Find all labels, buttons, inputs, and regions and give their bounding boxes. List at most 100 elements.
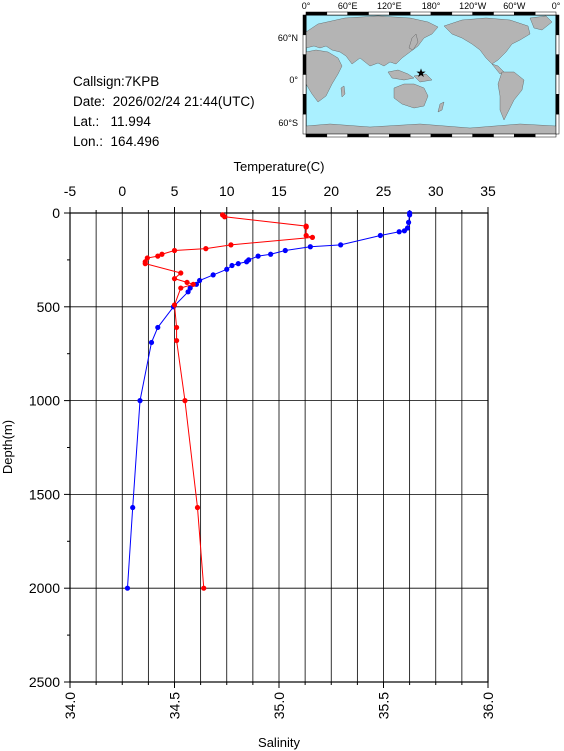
date-line: Date: 2026/02/24 21:44(UTC) xyxy=(73,92,255,112)
station-marker-icon: ★ xyxy=(416,66,427,80)
salinity-data-point xyxy=(178,285,184,291)
salinity-data-point xyxy=(142,261,148,267)
map-frame xyxy=(302,11,560,138)
salinity-data-point xyxy=(303,232,309,239)
temperature-data-point xyxy=(229,262,235,269)
temperature-data-point xyxy=(377,232,383,239)
temperature-tick-label: 35 xyxy=(480,183,496,199)
lat-line: Lat.: 11.994 xyxy=(73,112,255,132)
date-value: 2026/02/24 21:44(UTC) xyxy=(112,94,255,109)
temperature-tick-label: 5 xyxy=(171,183,179,199)
salinity-tick-label: 36.0 xyxy=(480,692,496,719)
salinity-data-point xyxy=(173,337,180,344)
lat-value: 11.994 xyxy=(110,114,151,129)
salinity-data-point xyxy=(155,253,161,259)
map-lon-label: 0° xyxy=(552,1,561,11)
temperature-tick-label: 30 xyxy=(428,183,444,199)
salinity-data-point xyxy=(171,247,178,254)
temperature-tick-label: 15 xyxy=(271,183,287,199)
map-frame-segment xyxy=(555,113,560,135)
temperature-tick-label: -5 xyxy=(64,183,77,199)
map-lat-label: 0° xyxy=(289,75,298,85)
temperature-data-point xyxy=(210,272,216,278)
map-labels: 0° 60°E 120°E 180° 120°W 60°W 0° 60°N 0° 60°S xyxy=(278,1,561,128)
data-series xyxy=(124,210,413,591)
depth-tick-label: 2000 xyxy=(29,580,60,596)
map-frame-segment xyxy=(302,113,307,135)
salinity-data-point xyxy=(309,234,316,240)
salinity-data-point xyxy=(203,246,209,252)
map-lat-label: 60°N xyxy=(278,33,298,43)
temperature-data-point xyxy=(255,253,261,259)
salinity-tick-label: 34.0 xyxy=(62,692,78,719)
depth-tick-label: 0 xyxy=(52,205,60,221)
map-lon-label: 60°E xyxy=(338,1,358,11)
temperature-tick-label: 10 xyxy=(219,183,235,199)
lon-line: Lon.: 164.496 xyxy=(73,132,255,152)
map-land xyxy=(305,15,557,135)
lon-value: 164.496 xyxy=(110,134,160,149)
temperature-data-point xyxy=(401,228,407,234)
land-japan xyxy=(408,33,419,51)
temperature-data-point xyxy=(155,324,161,331)
temperature-data-point xyxy=(124,585,131,591)
temperature-data-point xyxy=(307,244,313,250)
temperature-tick-label: 20 xyxy=(323,183,339,199)
land-madagascar xyxy=(340,85,346,98)
temperature-data-point xyxy=(407,212,413,218)
temperature-data-point xyxy=(196,277,203,284)
map-frame-segment xyxy=(534,11,557,16)
depth-tick-label: 500 xyxy=(37,299,61,315)
temperature-data-point xyxy=(224,266,230,272)
salinity-data-point xyxy=(201,585,207,591)
salinity-tick-label: 35.0 xyxy=(271,692,287,719)
salinity-data-point xyxy=(222,214,228,220)
temperature-data-point xyxy=(244,259,250,265)
map-lon-label: 0° xyxy=(302,1,311,11)
temperature-profile-line xyxy=(126,213,411,589)
salinity-data-point xyxy=(159,251,165,257)
salinity-data-point xyxy=(173,324,180,331)
land-eurasia xyxy=(305,15,439,67)
date-label: Date: xyxy=(73,94,106,109)
temperature-data-point xyxy=(282,247,288,254)
temperature-data-point xyxy=(338,242,344,248)
depth-axis-label: Depth(m) xyxy=(0,420,15,474)
land-new-zealand xyxy=(437,101,445,113)
salinity-data-point xyxy=(171,302,178,308)
temperature-data-point xyxy=(137,398,143,404)
temperature-axis-label: Temperature(C) xyxy=(233,159,324,174)
map-lon-label: 180° xyxy=(422,1,441,11)
temperature-data-point xyxy=(405,219,412,225)
salinity-data-point xyxy=(190,281,196,287)
salinity-axis-label: Salinity xyxy=(258,735,300,750)
temperature-data-point xyxy=(185,289,191,295)
land-north-america xyxy=(443,17,531,65)
lon-label: Lon.: xyxy=(73,134,104,149)
salinity-data-point xyxy=(228,242,234,248)
salinity-data-point xyxy=(194,504,201,511)
temperature-tick-label: 0 xyxy=(118,183,126,199)
map-frame-segment xyxy=(534,133,557,138)
land-africa xyxy=(305,49,343,103)
station-info: Callsign:7KPB Date: 2026/02/24 21:44(UTC… xyxy=(73,72,255,152)
salinity-data-point xyxy=(178,270,184,276)
map-lat-label: 60°S xyxy=(278,118,298,128)
grid-lines xyxy=(70,213,488,682)
temperature-data-point xyxy=(268,251,274,257)
salinity-data-point xyxy=(182,398,188,404)
salinity-tick-label: 35.5 xyxy=(376,692,392,719)
temperature-data-point xyxy=(396,229,402,235)
location-map: 0° 60°E 120°E 180° 120°W 60°W 0° 60°N 0° 60°S ★ xyxy=(278,1,561,138)
salinity-data-point xyxy=(303,224,309,230)
lat-label: Lat.: xyxy=(73,114,100,129)
map-lon-label: 120°W xyxy=(459,1,487,11)
temperature-data-point xyxy=(235,261,241,267)
temperature-data-point xyxy=(148,339,155,346)
map-lon-label: 60°W xyxy=(503,1,526,11)
salinity-tick-label: 34.5 xyxy=(167,692,183,719)
temperature-tick-label: 25 xyxy=(376,183,392,199)
callsign-line: Callsign:7KPB xyxy=(73,74,160,89)
